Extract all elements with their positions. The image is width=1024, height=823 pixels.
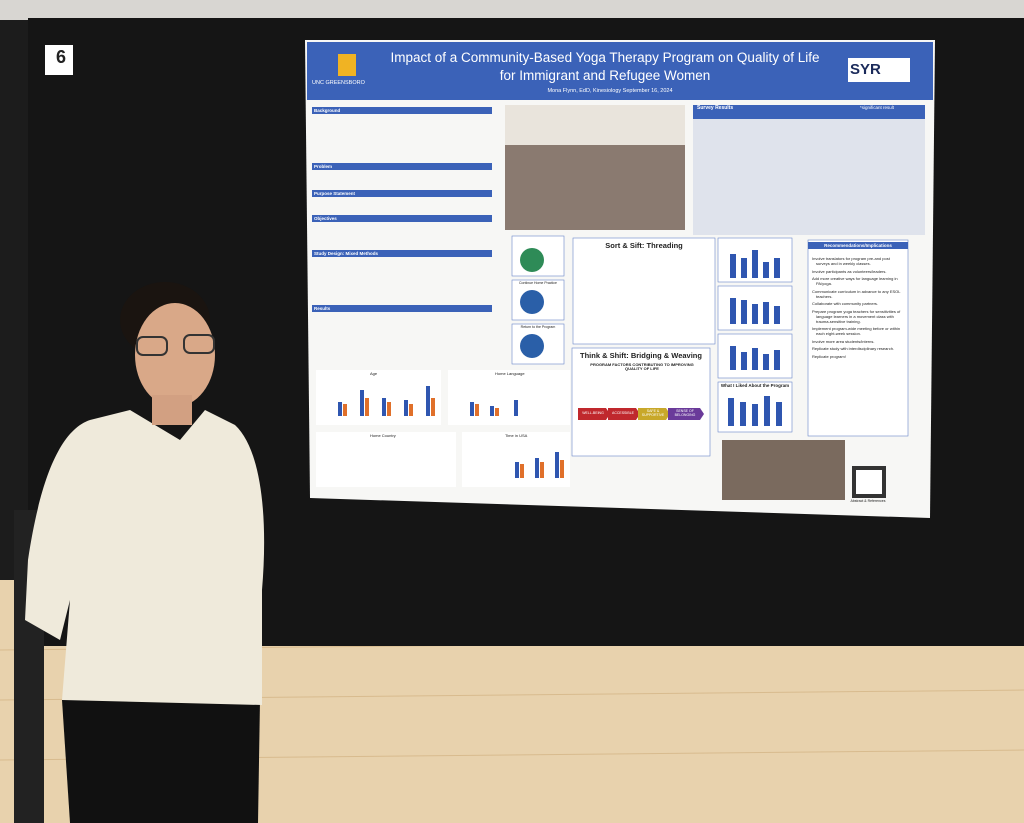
section-header: Purpose Statement [312,190,492,197]
sweater [25,410,265,705]
section-header: Results [312,305,492,312]
table-title: Survey Results [697,105,734,111]
recs-title: Recommendations/Implications [808,242,908,249]
think-subtitle: PROGRAM FACTORS CONTRIBUTING TO IMPROVIN… [590,362,694,372]
rec-item: Add more creative ways for language lear… [812,276,898,286]
table-note: *significant result [860,105,895,110]
logo-right: SYR [850,61,881,78]
rec-item: Collaborate with community partners. [812,301,879,306]
pie [520,290,544,314]
chart-title: Home Country [370,433,396,438]
title-line: for Immigrant and Refugee Women [499,68,711,83]
rec-item: Implement program-wide meeting before or… [812,326,901,336]
chart-title: Home Language [495,371,525,376]
factor: SENSE OF BELONGING [674,409,696,417]
table-header [693,105,925,119]
section-header: Problem [312,163,492,170]
qr-inner [856,470,882,494]
pants [62,700,260,823]
pie-title: Continue Home Practice [519,281,557,285]
section-header: Objectives [312,215,492,222]
syr-logo-bg [848,58,910,82]
pie-boxes [511,235,909,457]
pie [520,334,544,358]
mini-bars [728,250,782,426]
pie-title: Return to the Program [520,325,556,329]
uncg-logo [338,54,356,76]
rec-item: Involve translators for program pre-and … [812,256,890,266]
factor: ACCESSIBLE [612,411,634,415]
recs-list: Involve translators for program pre-and … [812,256,904,361]
logo-left: UNC GREENSBORO [312,80,365,86]
rec-item: Replicate program! [812,353,846,359]
chart-title: Age [370,371,378,376]
title-band [307,42,933,100]
think-title: Think & Shift: Bridging & Weaving [580,351,702,360]
pie [520,248,544,272]
rec-item: Prepare program yoga teachers for sensit… [812,308,901,324]
survey-table [693,105,925,235]
qr-caption: Abstract & References [850,499,886,503]
factor: SAFE & SUPPORTIVE [641,409,665,417]
board-number: 6 [55,47,66,67]
title-line: Impact of a Community-Based Yoga Therapy… [390,50,820,65]
result-charts [316,370,570,487]
author: Mona Flynn, EdD, Kinesiology September 1… [547,88,673,94]
face [135,303,215,407]
factor: WELL-BEING [582,411,604,415]
chart-title: Time in USA [505,433,528,438]
glasses [136,334,215,356]
factor-arrows [578,408,704,420]
section-header: Study Design: Mixed Methods [312,250,492,257]
photo-ceiling [505,105,685,145]
rec-item: Involve participants as volunteers/leade… [812,268,887,274]
rec-item: Replicate study with interdisciplinary r… [812,346,895,351]
class-photo [722,440,845,500]
rec-item: Involve more area students/interns. [812,338,875,344]
neck [152,395,192,425]
number-card [45,45,73,75]
section-header: Background [312,107,492,114]
sort-title: Sort & Sift: Threading [605,241,683,250]
rec-item: Communicate curriculum in advance to any… [812,288,901,299]
liked-title: What I Liked About the Program [720,383,790,388]
